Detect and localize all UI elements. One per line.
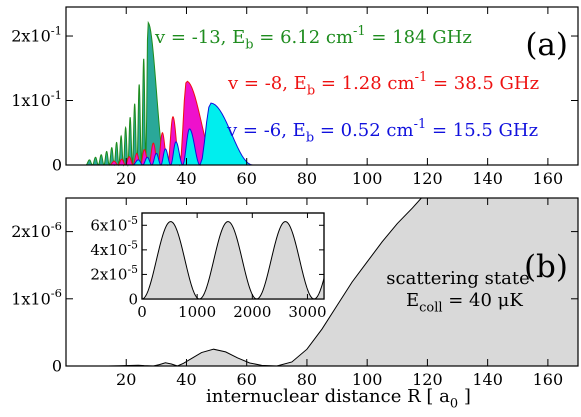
annotation-line-1: scattering state: [386, 268, 529, 289]
legend-entry-1: v = -13, Eb = 6.12 cm-1 = 184 GHz: [154, 24, 472, 53]
panel-a-x-tick-label: 100: [352, 169, 383, 188]
scattering-fill: [108, 198, 578, 366]
panel-b-y-tick-label: 0: [52, 357, 62, 376]
inset-x-tick-label: 0: [137, 303, 147, 321]
panel-a-y-tick-label: 0: [52, 156, 62, 175]
panel-b-label: (b): [524, 249, 568, 285]
panel-b-x-tick-label: 80: [297, 370, 317, 389]
series-fill-3: [132, 102, 253, 166]
panel-b: 20 40 60 80 100 120 140 160 0 1x10-6 2x10-6 (b) sc…: [11, 197, 579, 411]
panel-a-x-tick-label: 160: [533, 169, 564, 188]
panel-a-x-tick-label: 40: [176, 169, 196, 188]
annotation-line-2: Ecoll = 40 μK: [406, 290, 523, 315]
inset-curve: [141, 221, 325, 300]
legend-entry-3: v = -6, Eb = 0.52 cm-1 = 15.5 GHz: [226, 117, 538, 145]
panel-b-y-tick-label: 1x10-6: [11, 286, 62, 308]
panel-b-x-tick-label: 160: [533, 370, 564, 389]
panel-b-y-tick-label: 2x10-6: [11, 219, 62, 241]
inset-y-tick-label: 6x10-5: [90, 214, 138, 235]
panel-a-x-tick-label: 140: [472, 169, 503, 188]
panel-a-y-tick-label: 1x10-1: [11, 88, 62, 110]
inset-x-tick-label: 3000: [288, 303, 326, 321]
inset-x-tick-label: 2000: [233, 303, 271, 321]
panel-b-x-tick-label: 120: [412, 370, 443, 389]
panel-b-x-tick-label: 40: [176, 370, 196, 389]
panel-b-x-tick-label: 20: [116, 370, 136, 389]
panel-b-frame: [65, 197, 579, 367]
panel-b-x-tick-label: 60: [237, 370, 257, 389]
inset-y-tick-label: 2x10-5: [90, 263, 138, 284]
inset-x-tick-label: 1000: [178, 303, 216, 321]
panel-a-y-tick-label: 2x10-1: [11, 23, 62, 45]
series-fill-1: [85, 20, 167, 167]
x-axis-label: internuclear distance R [ a0 ]: [206, 386, 471, 411]
panel-b-x-tick-label: 100: [352, 370, 383, 389]
panel-b-x-tick-label: 140: [472, 370, 503, 389]
legend-entry-2: v = -8, Eb = 1.28 cm-1 = 38.5 GHz: [227, 70, 539, 99]
panel-a-x-tick-label: 120: [412, 169, 443, 188]
inset-border: [141, 212, 325, 300]
panel-a-x-tick-label: 20: [116, 169, 136, 188]
panel-a-frame: [65, 6, 579, 166]
inset-fill: [142, 221, 324, 299]
panel-a-x-tick-label: 80: [297, 169, 317, 188]
inset-y-tick-label: 4x10-5: [90, 238, 138, 259]
panel-a-x-tick-label: 60: [237, 169, 257, 188]
inset-y-tick-label: 0: [128, 290, 138, 308]
panel-a: 20 40 60 80 100 120 140 160 0 1x10-1 2x10-1 (a) v …: [11, 6, 579, 188]
panel-a-label: (a): [525, 27, 568, 63]
